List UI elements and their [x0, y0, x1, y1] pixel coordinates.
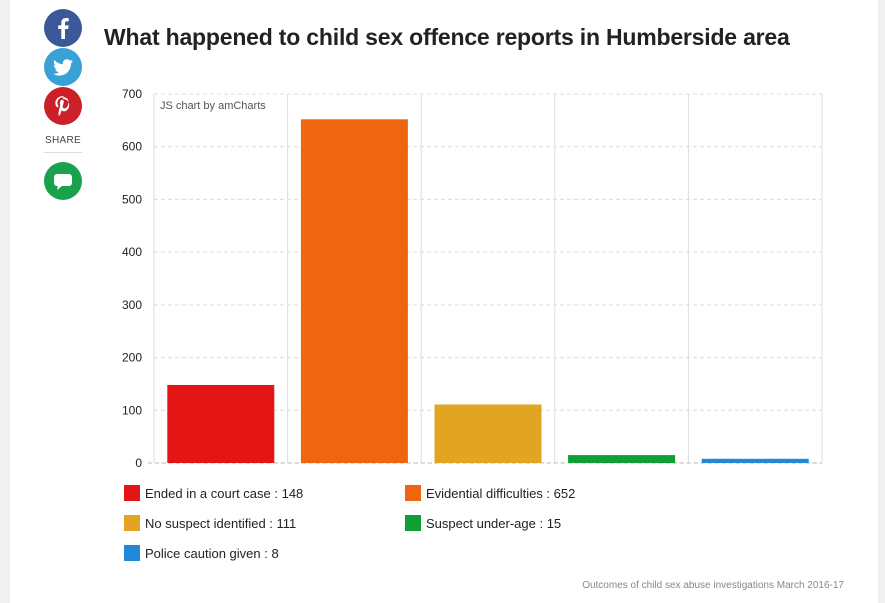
amcharts-credit: JS chart by amCharts: [160, 100, 266, 112]
legend-swatch: [124, 545, 140, 561]
share-sidebar: SHARE: [44, 9, 82, 201]
legend-label: No suspect identified : 111: [145, 515, 297, 531]
bar-5: [701, 458, 809, 463]
share-label: SHARE: [45, 135, 81, 146]
y-tick-label: 400: [122, 245, 142, 259]
y-tick-label: 300: [122, 298, 142, 312]
bar-1: [167, 384, 275, 463]
legend-label: Evidential difficulties : 652: [426, 485, 576, 501]
facebook-share-button[interactable]: [44, 9, 82, 47]
y-tick-label: 100: [122, 403, 142, 417]
comment-button[interactable]: [44, 162, 82, 200]
chart-source-note: Outcomes of child sex abuse investigatio…: [582, 580, 844, 591]
facebook-icon: [58, 18, 69, 39]
comment-icon: [54, 174, 72, 190]
legend-item[interactable]: Police caution given : 8: [124, 545, 279, 561]
bar-chart: 0 100 200 300 400 500 600 700 JS chart by amChar…: [122, 87, 823, 470]
y-tick-label: 600: [122, 140, 142, 154]
share-divider: [44, 152, 82, 153]
legend-label: Suspect under-age : 15: [426, 515, 562, 531]
legend-swatch: [124, 485, 140, 501]
legend-item[interactable]: No suspect identified : 111: [124, 515, 296, 531]
y-tick-label: 700: [122, 87, 142, 101]
legend-swatch: [405, 485, 421, 501]
y-tick-label: 500: [122, 192, 142, 206]
bar-2: [300, 119, 408, 463]
twitter-share-button[interactable]: [44, 48, 82, 86]
legend-swatch: [405, 515, 421, 531]
bar-4: [568, 455, 676, 463]
legend-label: Ended in a court case : 148: [145, 485, 304, 501]
legend-swatch: [124, 515, 140, 531]
y-tick-label: 0: [135, 456, 142, 470]
pinterest-share-button[interactable]: [44, 87, 82, 125]
bar-3: [434, 404, 542, 463]
legend-item[interactable]: Ended in a court case : 148: [124, 485, 303, 501]
chart-panel: [10, 0, 878, 603]
twitter-icon: [53, 59, 73, 76]
y-tick-label: 200: [122, 351, 142, 365]
pinterest-icon: [55, 96, 70, 117]
chart-title: What happened to child sex offence repor…: [104, 24, 790, 50]
legend-item[interactable]: Evidential difficulties : 652: [405, 485, 575, 501]
legend-label: Police caution given : 8: [145, 545, 279, 561]
legend-item[interactable]: Suspect under-age : 15: [405, 515, 561, 531]
